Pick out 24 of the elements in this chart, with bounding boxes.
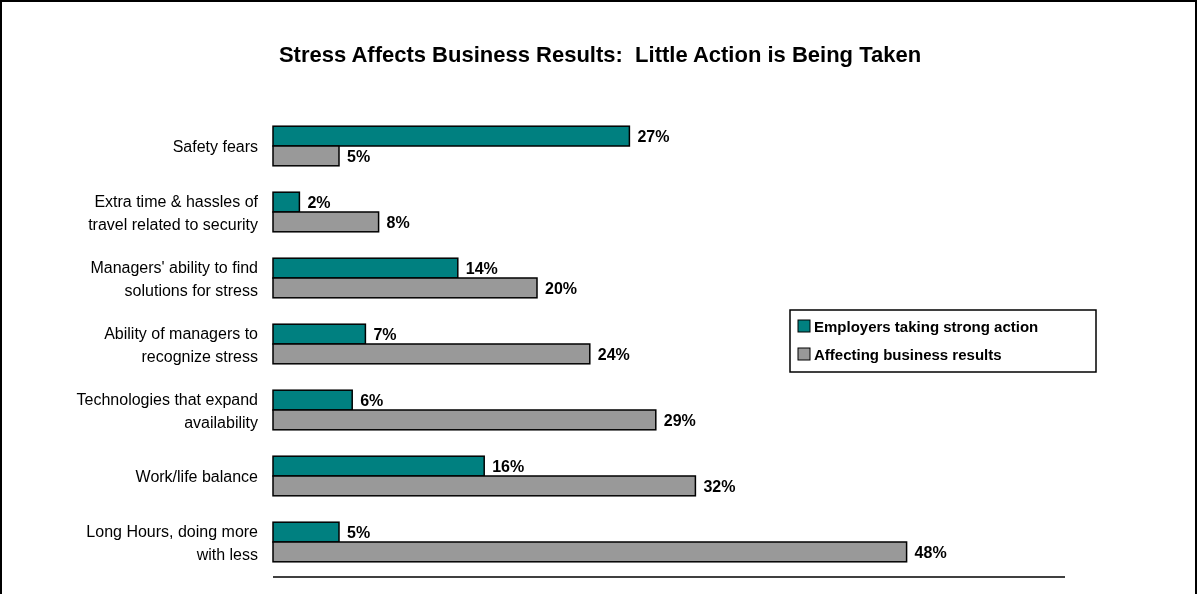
- y-tick-label: Safety fears: [172, 138, 258, 155]
- data-label: 16%: [492, 458, 525, 476]
- data-label: 27%: [637, 128, 670, 146]
- data-label: 5%: [347, 524, 371, 542]
- y-tick-label: Work/life balance: [135, 468, 259, 485]
- y-tick-label: Technologies that expand availability: [76, 390, 258, 431]
- legend-label: Employers taking strong action: [814, 318, 1039, 335]
- data-label: 14%: [465, 260, 498, 278]
- data-label: 2%: [307, 194, 331, 212]
- data-label: 20%: [545, 279, 578, 297]
- y-tick-label: Long Hours, doing more with less: [86, 522, 259, 563]
- data-label: 48%: [914, 543, 947, 561]
- data-label: 8%: [386, 213, 410, 231]
- y-tick-label: Extra time & hassles of travel related to security: [88, 192, 259, 233]
- data-label: 29%: [663, 411, 696, 429]
- y-tick-label: Managers' ability to find solutions for stress: [90, 258, 258, 299]
- y-tick-label: Ability of managers to recognize stress: [104, 324, 259, 365]
- data-label: 24%: [597, 345, 630, 363]
- legend-label: Affecting business results: [814, 346, 1002, 363]
- data-label: 6%: [360, 392, 384, 410]
- data-label: 5%: [347, 147, 371, 165]
- data-label: 7%: [373, 326, 397, 344]
- data-label: 32%: [703, 477, 736, 495]
- chart-title: Stress Affects Business Results: Little Action is Being Taken: [278, 42, 922, 67]
